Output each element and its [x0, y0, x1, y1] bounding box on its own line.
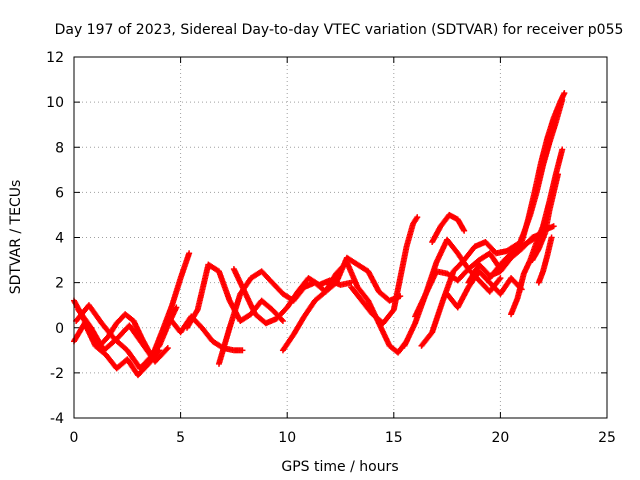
x-tick-label: 5: [176, 430, 185, 446]
data-point: [414, 214, 421, 221]
x-tick-label: 25: [598, 430, 616, 446]
y-tick-label: 6: [55, 185, 64, 201]
data-point: [497, 275, 504, 282]
data-series: [514, 98, 565, 252]
y-tick-label: 0: [55, 321, 64, 337]
data-series: [322, 259, 409, 356]
chart-title: Day 197 of 2023, Sidereal Day-to-day VTE…: [55, 22, 624, 38]
data-point: [496, 276, 503, 283]
y-tick-label: 2: [55, 276, 64, 292]
data-series: [348, 215, 420, 327]
y-axis-label: SDTVAR / TECUs: [8, 180, 24, 295]
data-series: [529, 172, 561, 264]
y-tick-label: 8: [55, 140, 64, 156]
x-tick-label: 0: [70, 430, 79, 446]
data-point: [554, 171, 561, 178]
data-series: [412, 236, 503, 320]
x-tick-label: 20: [491, 430, 509, 446]
plot-frame: [73, 56, 608, 419]
data-point: [278, 316, 285, 323]
data-series: [418, 239, 520, 349]
data-point: [163, 346, 170, 353]
data-point: [550, 223, 557, 230]
x-tick-label: 10: [278, 430, 296, 446]
data-point: [239, 347, 246, 354]
data-points: [71, 90, 568, 379]
y-tick-label: -2: [50, 366, 64, 382]
data-point: [561, 90, 568, 97]
data-point: [279, 317, 286, 324]
x-axis-label: GPS time / hours: [281, 459, 398, 475]
data-series: [73, 251, 192, 372]
data-point: [559, 96, 566, 103]
x-tick-label: 15: [385, 430, 403, 446]
data-series: [535, 236, 555, 286]
y-tick-label: -4: [50, 411, 64, 427]
y-tick-label: 12: [46, 50, 64, 66]
data-point: [186, 250, 193, 257]
data-point: [164, 345, 171, 352]
data-point: [548, 234, 555, 241]
data-point: [461, 227, 468, 234]
y-tick-label: 4: [55, 231, 64, 247]
data-point: [559, 146, 566, 153]
data-point: [173, 304, 180, 311]
data-series: [279, 254, 402, 354]
y-tick-label: 10: [46, 95, 64, 111]
